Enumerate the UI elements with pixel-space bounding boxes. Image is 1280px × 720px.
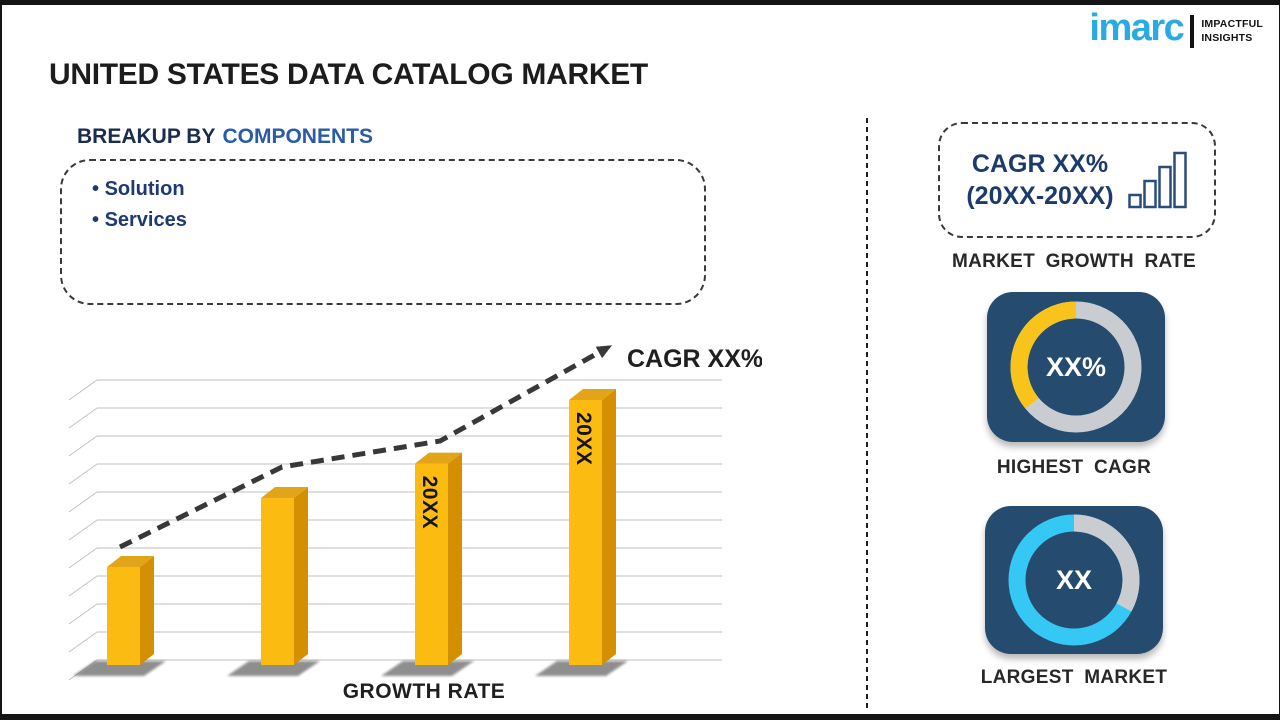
bar-label: 20XX bbox=[418, 476, 441, 529]
highest-cagr-tile: XX% bbox=[987, 292, 1165, 442]
bottom-border-strip bbox=[2, 714, 1280, 720]
bar-shadow bbox=[535, 661, 628, 676]
largest-market-tile: XX bbox=[985, 506, 1163, 654]
market-growth-rate-box: CAGR XX% (20XX-20XX) bbox=[938, 122, 1216, 238]
highest-cagr-donut: XX% bbox=[1010, 301, 1142, 433]
trend-arrow-head bbox=[595, 345, 612, 359]
breakup-heading-highlight: COMPONENTS bbox=[222, 125, 373, 148]
breakup-list: SolutionServices bbox=[62, 161, 704, 236]
bar-shadow bbox=[381, 661, 474, 676]
cagr-period-line: (20XX-20XX) bbox=[966, 182, 1114, 210]
bar bbox=[415, 463, 448, 665]
chart-x-axis-label: GROWTH RATE bbox=[343, 680, 506, 703]
trend-arrow-line bbox=[118, 350, 600, 550]
imarc-logo: imarc IMPACTFUL INSIGHTS bbox=[1089, 9, 1263, 48]
chart-bars: 20XX 20XX bbox=[73, 389, 628, 676]
logo-tagline-line2: INSIGHTS bbox=[1201, 31, 1253, 44]
breakup-heading: BREAKUP BY COMPONENTS bbox=[77, 125, 373, 149]
breakup-box: SolutionServices bbox=[60, 159, 706, 305]
section-divider bbox=[866, 118, 868, 708]
breakup-item: Solution bbox=[92, 174, 704, 205]
growth-bar-chart: 20XX 20XX CAGR XX% GROWTH RATE bbox=[68, 345, 762, 703]
growth-bars-icon bbox=[1127, 151, 1187, 209]
logo-tagline-line1: IMPACTFUL bbox=[1201, 18, 1263, 31]
bar-label: 20XX bbox=[572, 412, 595, 465]
bar-shadow bbox=[73, 661, 166, 676]
bar bbox=[569, 400, 602, 665]
highest-cagr-value: XX% bbox=[1046, 352, 1106, 382]
page-title: UNITED STATES DATA CATALOG MARKET bbox=[49, 58, 648, 91]
cagr-value-line: CAGR XX% bbox=[971, 149, 1109, 178]
cagr-box-text: CAGR XX% (20XX-20XX) bbox=[966, 148, 1113, 213]
largest-market-caption: LARGEST MARKET bbox=[980, 667, 1168, 688]
logo-tagline: IMPACTFUL INSIGHTS bbox=[1201, 18, 1263, 44]
market-growth-rate-caption: MARKET GROWTH RATE bbox=[951, 251, 1197, 272]
highest-cagr-caption: HIGHEST CAGR bbox=[996, 457, 1152, 478]
bar bbox=[107, 566, 140, 665]
bar bbox=[261, 498, 294, 665]
largest-market-donut: XX bbox=[1008, 514, 1140, 646]
top-border-strip bbox=[2, 0, 1280, 5]
breakup-heading-prefix: BREAKUP BY bbox=[77, 125, 216, 148]
largest-market-value: XX bbox=[1056, 565, 1092, 595]
bar-shadow bbox=[227, 661, 320, 676]
trend-label: CAGR XX% bbox=[627, 345, 762, 373]
logo-separator bbox=[1190, 15, 1195, 48]
imarc-wordmark: imarc bbox=[1089, 7, 1184, 50]
chart-gridlines bbox=[68, 379, 722, 681]
breakup-item: Services bbox=[92, 205, 704, 236]
